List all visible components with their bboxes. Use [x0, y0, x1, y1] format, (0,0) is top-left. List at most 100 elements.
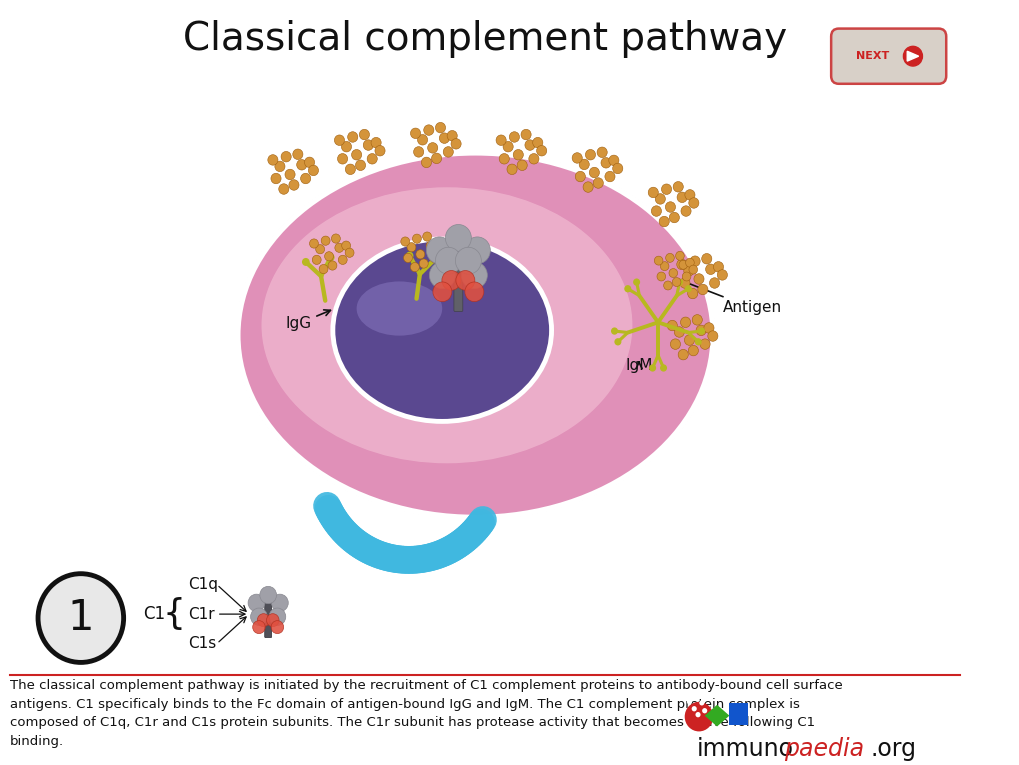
- Circle shape: [352, 149, 362, 160]
- Circle shape: [344, 248, 354, 257]
- Circle shape: [308, 165, 318, 176]
- Circle shape: [431, 153, 441, 164]
- Circle shape: [427, 142, 437, 153]
- Circle shape: [575, 171, 585, 182]
- Circle shape: [659, 262, 668, 271]
- Circle shape: [703, 323, 713, 334]
- Circle shape: [659, 364, 666, 372]
- Text: paedia: paedia: [783, 737, 863, 761]
- Circle shape: [38, 574, 123, 662]
- Circle shape: [400, 237, 410, 246]
- Circle shape: [432, 282, 451, 301]
- Circle shape: [305, 157, 314, 168]
- Circle shape: [443, 147, 452, 157]
- Circle shape: [699, 700, 704, 705]
- Circle shape: [596, 147, 606, 158]
- Circle shape: [688, 197, 698, 208]
- Circle shape: [624, 285, 631, 292]
- Circle shape: [257, 614, 270, 627]
- Circle shape: [604, 171, 614, 182]
- Circle shape: [345, 164, 355, 174]
- Text: C1r: C1r: [189, 607, 215, 622]
- Circle shape: [355, 160, 365, 171]
- Circle shape: [312, 256, 321, 265]
- Circle shape: [589, 168, 599, 177]
- Circle shape: [648, 364, 655, 372]
- Circle shape: [498, 154, 508, 164]
- Circle shape: [465, 282, 483, 301]
- Circle shape: [684, 702, 712, 731]
- Circle shape: [663, 281, 672, 290]
- Circle shape: [585, 149, 595, 160]
- Circle shape: [699, 339, 709, 350]
- Text: C1: C1: [143, 605, 165, 623]
- Text: 1: 1: [67, 597, 94, 639]
- Circle shape: [610, 327, 618, 335]
- Circle shape: [521, 129, 531, 140]
- Circle shape: [284, 169, 294, 180]
- Circle shape: [321, 236, 330, 246]
- Circle shape: [532, 138, 542, 148]
- Circle shape: [656, 272, 665, 281]
- Circle shape: [687, 288, 697, 299]
- Circle shape: [268, 155, 278, 165]
- Circle shape: [334, 135, 344, 145]
- Circle shape: [426, 241, 435, 250]
- Circle shape: [692, 314, 702, 325]
- Circle shape: [326, 253, 334, 262]
- Circle shape: [686, 699, 691, 705]
- Text: Classical complement pathway: Classical complement pathway: [182, 21, 787, 58]
- Circle shape: [337, 154, 347, 164]
- Circle shape: [525, 140, 535, 150]
- Circle shape: [347, 132, 358, 142]
- Circle shape: [651, 206, 661, 216]
- Circle shape: [429, 262, 454, 288]
- Circle shape: [439, 133, 449, 143]
- Circle shape: [301, 173, 311, 184]
- Circle shape: [412, 234, 421, 243]
- Circle shape: [281, 151, 291, 162]
- Circle shape: [697, 285, 707, 295]
- Circle shape: [419, 259, 428, 269]
- Polygon shape: [906, 51, 918, 61]
- Circle shape: [680, 317, 690, 327]
- Circle shape: [593, 177, 603, 188]
- Circle shape: [410, 128, 420, 138]
- Circle shape: [658, 216, 668, 226]
- Polygon shape: [704, 705, 729, 727]
- Circle shape: [367, 154, 377, 164]
- Circle shape: [371, 138, 381, 148]
- Circle shape: [688, 265, 697, 274]
- Circle shape: [691, 706, 696, 711]
- Circle shape: [413, 147, 423, 157]
- Text: C1q: C1q: [189, 577, 218, 592]
- Circle shape: [661, 184, 671, 194]
- Circle shape: [697, 327, 704, 335]
- Circle shape: [406, 252, 413, 259]
- Text: Antigen: Antigen: [681, 280, 782, 315]
- Circle shape: [341, 142, 352, 152]
- Circle shape: [416, 249, 424, 259]
- Circle shape: [633, 278, 640, 286]
- Circle shape: [274, 161, 284, 171]
- Text: IgG: IgG: [285, 310, 330, 331]
- Circle shape: [375, 145, 385, 156]
- Circle shape: [701, 253, 711, 264]
- Circle shape: [450, 138, 461, 149]
- Circle shape: [694, 338, 701, 346]
- Circle shape: [684, 335, 694, 345]
- Circle shape: [271, 173, 281, 184]
- Circle shape: [903, 47, 921, 66]
- Circle shape: [680, 278, 689, 288]
- Circle shape: [429, 253, 438, 262]
- Circle shape: [678, 350, 688, 360]
- Circle shape: [669, 339, 680, 350]
- Circle shape: [309, 239, 318, 248]
- Circle shape: [695, 712, 700, 718]
- Ellipse shape: [237, 153, 712, 517]
- Circle shape: [712, 262, 722, 272]
- Circle shape: [513, 149, 523, 160]
- Circle shape: [407, 243, 416, 252]
- Text: NEXT: NEXT: [856, 51, 889, 61]
- Circle shape: [278, 184, 288, 194]
